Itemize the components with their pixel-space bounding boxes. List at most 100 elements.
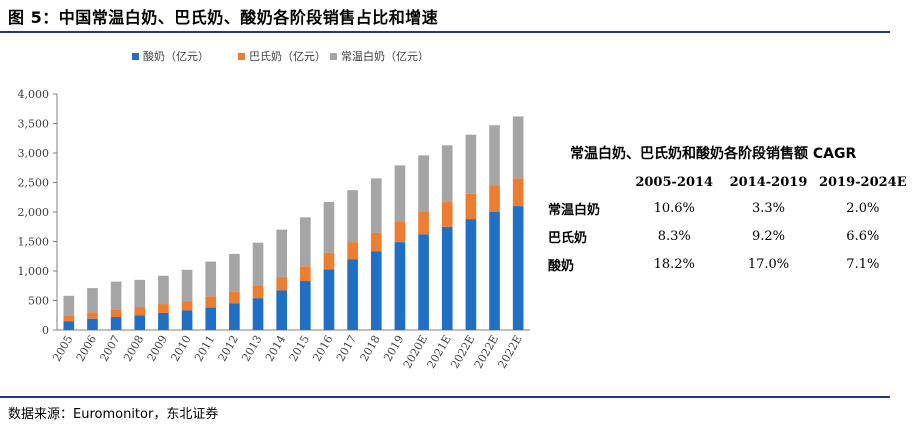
x-tick-label: 2012 bbox=[216, 333, 241, 364]
bar-segment bbox=[418, 234, 429, 330]
cagr-cell: 18.2% bbox=[653, 256, 695, 272]
bar-segment bbox=[252, 242, 264, 286]
bar-segment bbox=[87, 318, 98, 330]
bar-segment bbox=[347, 259, 358, 330]
bar-segment bbox=[158, 312, 169, 330]
cagr-cell: 7.1% bbox=[846, 256, 880, 272]
bar-segment bbox=[300, 217, 311, 267]
cagr-row: 巴氏奶 8.3% 9.2% 6.6% bbox=[540, 222, 910, 250]
cagr-cell: 9.2% bbox=[751, 228, 785, 244]
bar-segment bbox=[181, 310, 193, 330]
bar-segment bbox=[276, 290, 287, 330]
bar-segment bbox=[465, 219, 477, 330]
cagr-header-row: 2005-2014 2014-2019 2019-2024E bbox=[540, 170, 910, 194]
bar-segment bbox=[252, 298, 264, 330]
y-tick-label: 1,000 bbox=[18, 265, 50, 278]
bar-segment bbox=[323, 201, 335, 253]
y-tick-label: 3,000 bbox=[18, 147, 50, 160]
y-tick-label: 500 bbox=[28, 295, 49, 308]
legend-swatch bbox=[330, 53, 337, 60]
legend-label: 酸奶（亿元） bbox=[143, 49, 209, 63]
bar-segment bbox=[323, 252, 335, 270]
x-tick-label: 2022E bbox=[495, 333, 524, 371]
x-tick-label: 2017 bbox=[334, 333, 359, 364]
stacked-bar-chart: 0 500 1,000 1,500 2,000 2,500 3,000 3,500 4,000 2… bbox=[18, 49, 530, 371]
bar-segment bbox=[110, 317, 122, 330]
bar-segment bbox=[110, 281, 122, 310]
bar-segment bbox=[370, 178, 382, 233]
cagr-cell: 10.6% bbox=[653, 200, 695, 216]
bar-segment bbox=[63, 295, 75, 316]
bar-segment bbox=[229, 303, 240, 330]
bar-segment bbox=[441, 201, 453, 227]
cagr-row: 酸奶 18.2% 17.0% 7.1% bbox=[540, 250, 910, 278]
bar-segment bbox=[87, 312, 98, 319]
y-tick-label: 2,500 bbox=[18, 177, 50, 190]
cagr-table: 2005-2014 2014-2019 2019-2024E 常温白奶 10.6… bbox=[540, 170, 910, 278]
x-tick-label: 2006 bbox=[74, 333, 99, 364]
bar-segment bbox=[134, 315, 146, 330]
cagr-cell: 8.3% bbox=[657, 228, 691, 244]
bar-segment bbox=[347, 242, 358, 260]
bar-segment bbox=[465, 193, 477, 220]
bar-segment bbox=[276, 229, 287, 277]
bar-segment bbox=[489, 185, 500, 212]
bar-segment bbox=[512, 206, 524, 330]
bar-segment bbox=[63, 315, 75, 322]
bar-segment bbox=[441, 226, 453, 330]
top-rule bbox=[0, 31, 890, 33]
cagr-title: 常温白奶、巴氏奶和酸奶各阶段销售额 CAGR bbox=[570, 146, 857, 162]
bar-segment bbox=[300, 266, 311, 282]
bar-segment bbox=[512, 178, 524, 207]
x-tick-label: 2016 bbox=[310, 333, 335, 364]
x-tick-label: 2007 bbox=[97, 333, 122, 364]
bar-segment bbox=[229, 253, 240, 292]
bar-segment bbox=[394, 165, 406, 222]
bar-segment bbox=[181, 269, 193, 302]
cagr-row-label: 酸奶 bbox=[548, 258, 575, 274]
bar-segment bbox=[205, 261, 217, 297]
bar-segment bbox=[276, 276, 287, 291]
cagr-cell: 6.6% bbox=[846, 228, 880, 244]
cagr-col-header: 2014-2019 bbox=[729, 174, 808, 190]
bar-segment bbox=[347, 190, 358, 243]
cagr-col-header: 2005-2014 bbox=[635, 174, 714, 190]
x-tick-label: 2015 bbox=[287, 333, 312, 364]
bar-segment bbox=[205, 296, 217, 308]
x-tick-label: 2018 bbox=[358, 333, 383, 364]
bar-segment bbox=[489, 125, 500, 186]
x-tick-label: 2010 bbox=[168, 333, 193, 364]
bar-segment bbox=[63, 321, 75, 330]
cagr-row-label: 常温白奶 bbox=[548, 202, 601, 218]
bar-segment bbox=[110, 309, 122, 318]
bar-segment bbox=[418, 155, 429, 212]
x-tick-label: 2005 bbox=[50, 333, 75, 364]
cagr-row: 常温白奶 10.6% 3.3% 2.0% bbox=[540, 194, 910, 222]
bar-segment bbox=[134, 306, 146, 316]
y-tick-label: 2,000 bbox=[18, 206, 50, 219]
x-tick-label: 2014 bbox=[263, 333, 288, 364]
x-tick-label: 2013 bbox=[239, 333, 264, 364]
y-tick-label: 0 bbox=[42, 324, 49, 337]
cagr-cell: 3.3% bbox=[751, 200, 785, 216]
bottom-rule bbox=[0, 396, 890, 398]
bar-segment bbox=[489, 212, 500, 330]
bar-segment bbox=[158, 275, 169, 305]
cagr-row-label: 巴氏奶 bbox=[548, 230, 588, 246]
bar-segment bbox=[394, 221, 406, 243]
bar-segment bbox=[252, 285, 264, 299]
cagr-cell: 17.0% bbox=[747, 256, 790, 272]
x-tick-label: 2011 bbox=[192, 333, 217, 364]
cagr-col-header: 2019-2024E bbox=[818, 174, 907, 190]
x-tick-label: 2009 bbox=[145, 333, 170, 364]
y-tick-label: 3,500 bbox=[18, 118, 50, 131]
figure-title: 图 5：中国常温白奶、巴氏奶、酸奶各阶段销售占比和增速 bbox=[8, 8, 439, 27]
cagr-corner bbox=[540, 170, 627, 194]
legend-swatch bbox=[132, 53, 139, 60]
y-tick-label: 1,500 bbox=[18, 236, 50, 249]
bar-segment bbox=[323, 269, 335, 330]
x-tick-label: 2008 bbox=[121, 333, 146, 364]
source-note: 数据来源：Euromonitor，东北证券 bbox=[8, 407, 219, 422]
legend-label: 巴氏奶（亿元） bbox=[249, 49, 326, 63]
bar-segment bbox=[370, 251, 382, 330]
